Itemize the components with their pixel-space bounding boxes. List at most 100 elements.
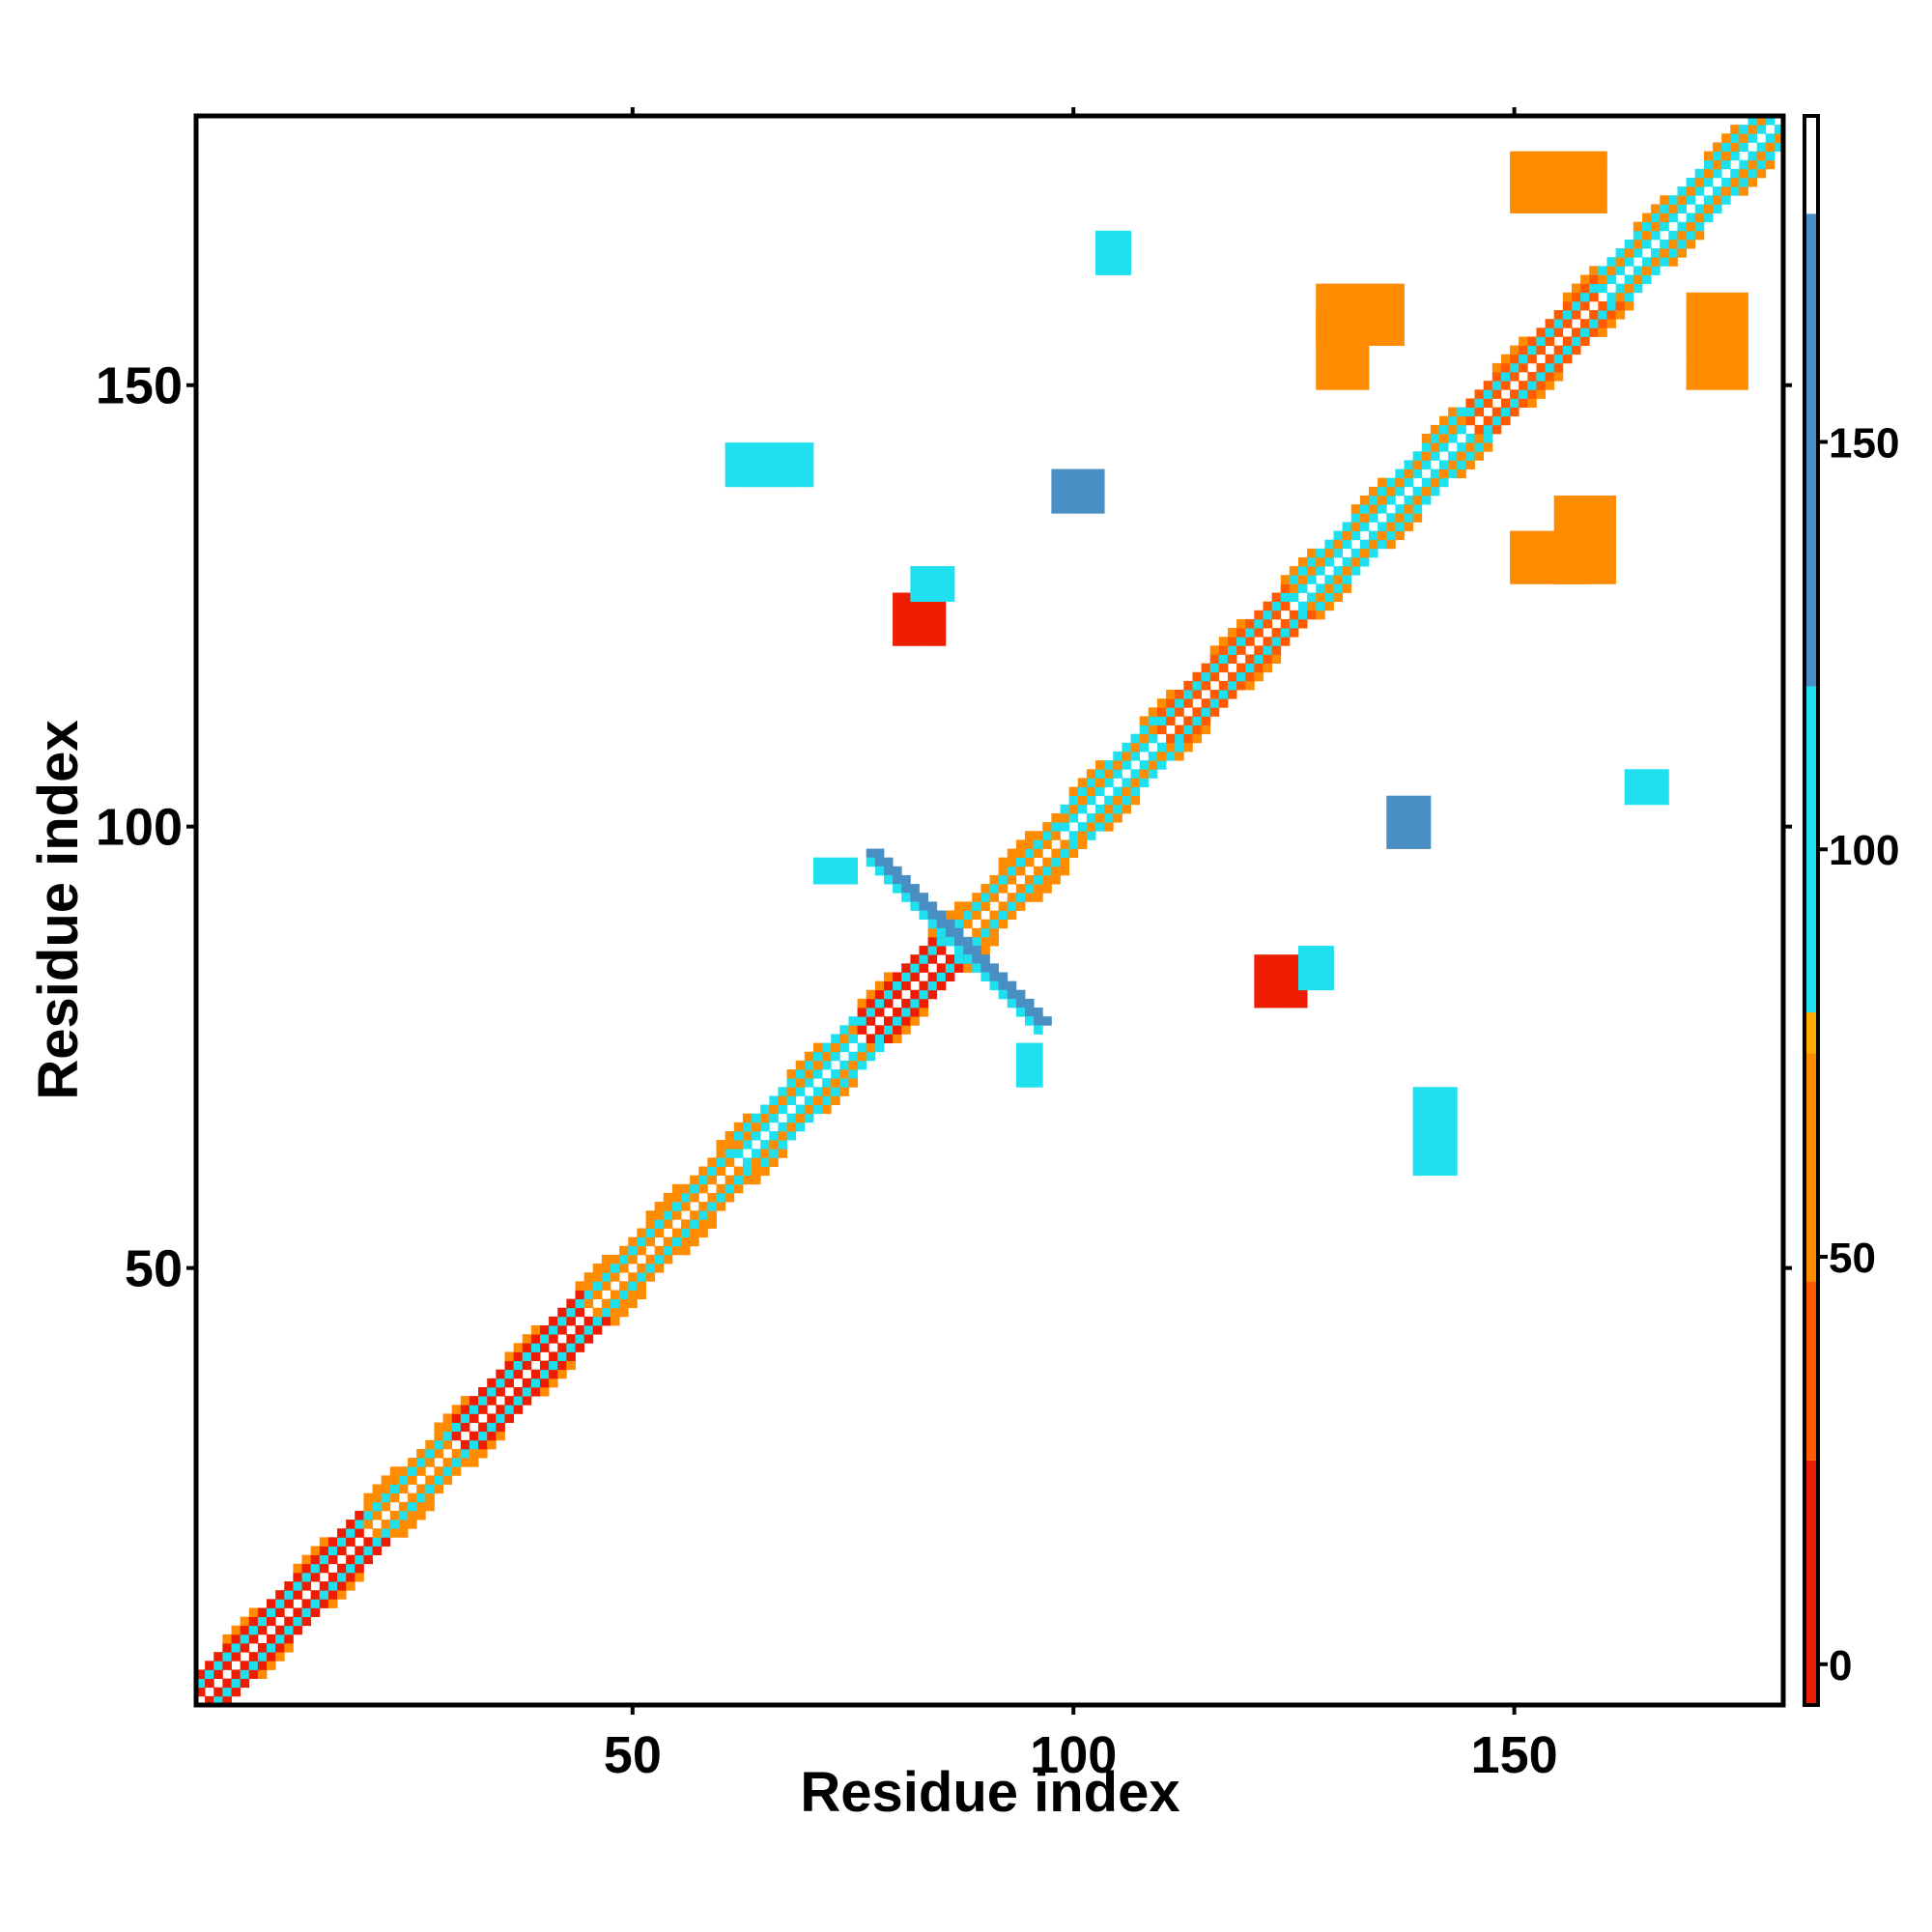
- heatmap-cell: [1333, 345, 1344, 355]
- heatmap-cell: [1474, 442, 1485, 452]
- heatmap-cell: [1113, 795, 1122, 806]
- heatmap-cell: [769, 1149, 779, 1158]
- heatmap-cell: [1263, 980, 1272, 991]
- heatmap-cell: [496, 1387, 505, 1397]
- heatmap-cell: [275, 1643, 285, 1653]
- heatmap-cell: [707, 1219, 717, 1229]
- heatmap-cell: [1703, 159, 1714, 170]
- heatmap-cell: [1333, 300, 1344, 311]
- heatmap-cell: [1624, 248, 1634, 258]
- heatmap-cell: [1421, 434, 1432, 443]
- heatmap-cell: [1271, 972, 1282, 982]
- heatmap-cell: [1104, 769, 1114, 779]
- heatmap-cell: [1051, 857, 1061, 867]
- heatmap-cell: [1510, 204, 1520, 213]
- heatmap-cell: [1324, 556, 1334, 567]
- heatmap-cell: [927, 954, 938, 964]
- heatmap-cell: [1703, 319, 1714, 328]
- heatmap-cell: [1359, 495, 1370, 505]
- heatmap-cell: [1553, 556, 1564, 567]
- heatmap-cell: [1615, 257, 1626, 267]
- heatmap-cell: [222, 1695, 232, 1706]
- heatmap-cell: [1641, 257, 1652, 267]
- heatmap-cell: [1598, 186, 1607, 196]
- heatmap-cell: [301, 1581, 312, 1591]
- heatmap-cell: [1378, 327, 1387, 337]
- heatmap-cell: [1598, 327, 1607, 337]
- heatmap-cell: [980, 972, 990, 982]
- heatmap-cell: [724, 1157, 735, 1167]
- heatmap-cell: [434, 1475, 443, 1485]
- heatmap-cell: [213, 1661, 223, 1670]
- heatmap-cell: [275, 1590, 285, 1600]
- heatmap-cell: [1756, 125, 1767, 134]
- heatmap-cell: [1386, 822, 1396, 832]
- heatmap-cell: [1747, 133, 1758, 143]
- heatmap-cell: [786, 1122, 797, 1132]
- heatmap-cell: [1139, 769, 1150, 779]
- heatmap-cell: [1421, 477, 1432, 488]
- heatmap-cell: [1201, 698, 1211, 708]
- heatmap-cell: [530, 1325, 541, 1335]
- heatmap-cell: [1580, 177, 1590, 187]
- heatmap-cell: [1395, 804, 1405, 814]
- heatmap-cell: [1536, 151, 1546, 161]
- heatmap-cell: [786, 1113, 797, 1123]
- heatmap-cell: [1686, 292, 1696, 302]
- heatmap-cell: [1536, 204, 1546, 213]
- heatmap-cell: [645, 1264, 656, 1273]
- heatmap-cell: [874, 980, 885, 991]
- heatmap-cell: [1289, 575, 1299, 584]
- heatmap-cell: [513, 1351, 524, 1361]
- heatmap-cell: [1536, 539, 1546, 550]
- heatmap-cell: [1721, 292, 1731, 302]
- heatmap-cell: [1404, 822, 1414, 832]
- heatmap-cell: [778, 451, 787, 461]
- heatmap-cell: [530, 1378, 541, 1388]
- heatmap-cell: [874, 848, 885, 859]
- heatmap-cell: [1686, 310, 1696, 320]
- heatmap-cell: [1412, 1122, 1423, 1132]
- heatmap-cell: [1077, 477, 1088, 488]
- heatmap-cell: [1545, 548, 1555, 558]
- heatmap-cell: [1333, 354, 1344, 364]
- heatmap-cell: [1677, 239, 1687, 249]
- heatmap-cell: [1571, 283, 1581, 294]
- heatmap-cell: [752, 442, 761, 452]
- heatmap-cell: [1571, 292, 1581, 302]
- heatmap-cell: [681, 1245, 691, 1256]
- heatmap-cell: [1280, 583, 1291, 593]
- heatmap-cell: [1025, 1016, 1035, 1026]
- heatmap-cell: [1712, 381, 1722, 390]
- heatmap-cell: [1412, 1157, 1423, 1167]
- heatmap-cell: [1553, 151, 1564, 161]
- heatmap-cell: [1686, 177, 1696, 187]
- heatmap-cell: [1519, 398, 1528, 408]
- heatmap-cell: [1439, 460, 1449, 469]
- heatmap-cell: [1342, 522, 1352, 531]
- heatmap-cell: [1350, 513, 1361, 523]
- heatmap-cell: [795, 1069, 806, 1079]
- heatmap-cell: [1307, 601, 1317, 611]
- heatmap-cell: [831, 874, 840, 885]
- heatmap-cell: [1359, 556, 1370, 567]
- heatmap-cell: [1007, 857, 1017, 867]
- heatmap-cell: [1015, 989, 1026, 1000]
- heatmap-cell: [1519, 556, 1528, 567]
- heatmap-cell: [874, 1042, 885, 1053]
- heatmap-cell: [1034, 1078, 1043, 1088]
- heatmap-cell: [337, 1528, 347, 1538]
- heatmap-cell: [530, 1387, 541, 1397]
- heatmap-cell: [1122, 248, 1131, 258]
- heatmap-cell: [671, 1192, 682, 1203]
- heatmap-cell: [936, 910, 947, 921]
- heatmap-cell: [972, 927, 981, 938]
- heatmap-cell: [1580, 513, 1590, 523]
- heatmap-cell: [611, 1316, 620, 1326]
- heatmap-cell: [1430, 1140, 1440, 1150]
- heatmap-cell: [1421, 442, 1432, 452]
- heatmap-cell: [1271, 645, 1282, 655]
- heatmap-cell: [1007, 893, 1017, 902]
- heatmap-cell: [1756, 168, 1767, 179]
- heatmap-cell: [1289, 989, 1299, 1000]
